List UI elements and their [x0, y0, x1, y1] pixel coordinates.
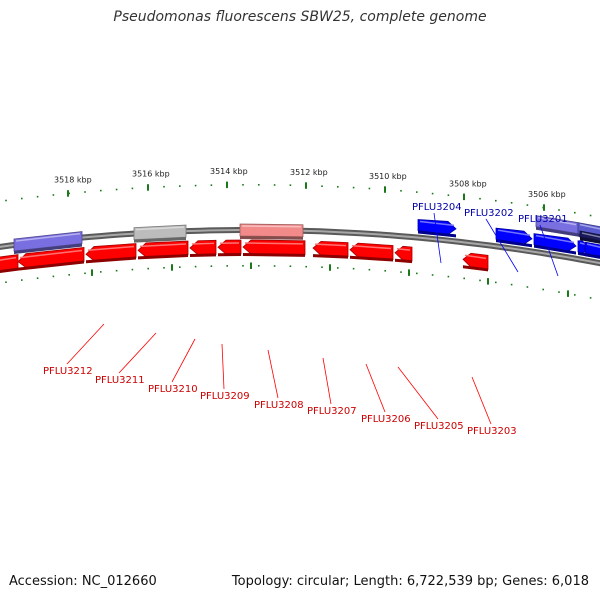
gene-arrow	[189, 239, 217, 257]
gene-highlight	[535, 234, 575, 244]
gene-label-reverse: PFLU3211	[95, 375, 145, 386]
gene-shadow	[395, 258, 412, 264]
gene-highlight	[419, 220, 455, 227]
scale-label: 3512 kbp	[290, 168, 328, 177]
gene-arrow	[579, 230, 600, 244]
gene-highlight	[15, 232, 81, 242]
gene-body	[495, 227, 533, 245]
gene-label-reverse: PFLU3205	[414, 421, 464, 432]
gene-leader-line	[397, 366, 439, 420]
scale-label: 3516 kbp	[132, 170, 170, 179]
gene-highlight	[537, 216, 577, 226]
gene-leader-line	[66, 323, 105, 365]
gene-body	[217, 239, 242, 255]
gene-leader-line	[471, 376, 492, 425]
gene-shadow	[218, 253, 241, 257]
gene-label-forward: PFLU3204	[412, 202, 462, 213]
gene-highlight	[464, 254, 487, 260]
topology-summary: Topology: circular; Length: 6,722,539 bp…	[231, 574, 589, 589]
gene-highlight	[351, 244, 392, 250]
gene-arrow	[312, 240, 349, 259]
gene-arrow	[495, 227, 533, 248]
gene-highlight	[139, 243, 187, 248]
gene-arrow	[85, 243, 137, 264]
gene-body	[242, 239, 306, 256]
gene-arrow	[17, 247, 85, 271]
gene-shadow	[580, 237, 600, 244]
gene-shadow	[86, 256, 136, 264]
gene-shadow	[243, 253, 305, 257]
gene-highlight	[581, 232, 600, 238]
gene-shadow	[190, 253, 216, 257]
gene-leader-line	[267, 349, 279, 399]
gene-highlight	[191, 242, 215, 245]
scale-label: 3510 kbp	[369, 172, 407, 181]
gene-highlight	[0, 256, 17, 261]
gene-highlight	[244, 242, 304, 245]
map-title: Pseudomonas fluorescens SBW25, complete …	[113, 9, 487, 25]
gene-leader-line	[365, 363, 386, 413]
gene-highlight	[135, 226, 185, 231]
gene-highlight	[314, 243, 347, 247]
gene-highlight	[241, 225, 302, 228]
gene-arrow	[137, 240, 189, 260]
gene-leader-line	[221, 343, 225, 390]
gene-label-reverse: PFLU3203	[467, 426, 517, 437]
gene-arrow	[13, 231, 83, 254]
gene-leader-line	[118, 332, 157, 374]
gene-body	[417, 219, 457, 235]
accession-text: Accession: NC_012660	[9, 574, 157, 589]
gene-highlight	[87, 245, 135, 252]
gene-arrow	[394, 245, 413, 264]
gene-body	[13, 231, 83, 252]
gene-shadow	[0, 267, 18, 274]
gene-highlight	[579, 223, 600, 230]
gene-shadow	[138, 254, 188, 260]
gene-arrow	[417, 219, 457, 238]
inner-tick-ring	[5, 262, 592, 299]
gene-arrow	[0, 254, 19, 274]
gene-highlight	[396, 247, 411, 251]
gene-highlight	[497, 229, 531, 237]
gene-arrow	[462, 252, 489, 272]
gene-shadow	[536, 226, 578, 237]
gene-shadow	[350, 255, 393, 262]
gene-label-reverse: PFLU3207	[307, 406, 357, 417]
gene-arrow	[217, 239, 242, 257]
gene-label-forward: PFLU3202	[464, 208, 514, 219]
gene-arrow	[584, 241, 600, 259]
gene-shadow	[18, 260, 84, 271]
gene-shadow	[496, 239, 532, 248]
gene-leader-line	[485, 218, 519, 273]
gene-leader-line	[171, 338, 196, 383]
gene-shadow	[240, 236, 303, 240]
gene-label-reverse: PFLU3210	[148, 384, 198, 395]
gene-arrow	[242, 239, 306, 257]
gene-leader-line	[433, 212, 442, 264]
gene-arrow	[133, 224, 187, 243]
gene-shadow	[313, 254, 348, 259]
outer-tick-ring	[5, 181, 592, 217]
gene-arrow	[239, 223, 304, 240]
gene-label-reverse: PFLU3208	[254, 400, 304, 411]
gene-body	[189, 239, 217, 256]
scale-label: 3518 kbp	[54, 175, 92, 184]
scale-label: 3506 kbp	[528, 190, 566, 199]
gene-arrow	[349, 242, 394, 262]
gene-shadow	[534, 244, 576, 255]
gene-leader-line	[322, 357, 332, 405]
scale-label: 3508 kbp	[449, 179, 487, 188]
gene-shadow	[585, 253, 600, 259]
gene-label-forward: PFLU3201	[518, 214, 568, 225]
gene-shadow	[14, 243, 82, 254]
gene-label-reverse: PFLU3209	[200, 391, 250, 402]
gene-label-reverse: PFLU3206	[361, 414, 411, 425]
scale-label: 3514 kbp	[210, 167, 248, 176]
gene-shadow	[134, 237, 186, 243]
gene-shadow	[463, 265, 488, 272]
gene-leader-line	[539, 224, 559, 277]
gene-label-reverse: PFLU3212	[43, 366, 93, 377]
gene-highlight	[19, 249, 83, 259]
